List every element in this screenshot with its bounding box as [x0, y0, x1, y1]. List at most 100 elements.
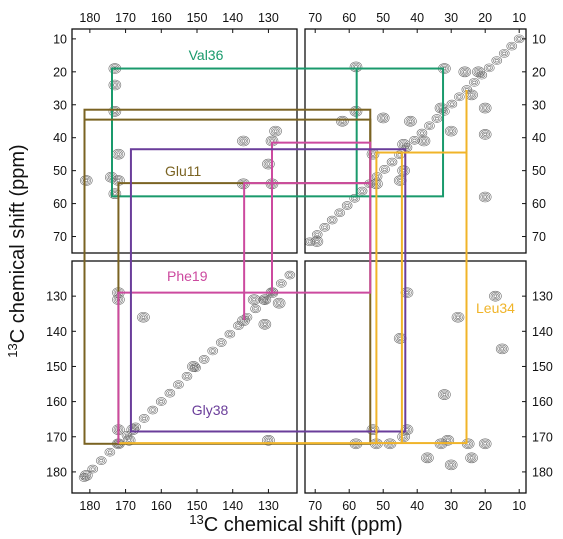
contour-ring: [498, 346, 506, 352]
contour-ring: [236, 324, 241, 328]
contour-ring: [275, 279, 287, 288]
y-tick-label-right: 170: [532, 430, 553, 444]
x-tick-label-top: 160: [151, 11, 172, 25]
contour-ring: [107, 450, 112, 454]
contour-ring: [191, 364, 200, 371]
contour-ring: [266, 438, 271, 442]
contour-ring: [240, 138, 247, 144]
contour-ring: [108, 79, 122, 91]
contour-ring: [441, 391, 448, 398]
contour-ring: [106, 449, 114, 456]
contour-ring: [322, 225, 327, 229]
contour-ring: [396, 177, 404, 184]
contour-ring: [388, 159, 396, 166]
val36-path: [111, 67, 445, 198]
contour-ring: [262, 298, 267, 302]
contour-ring: [265, 437, 272, 444]
contour-ring: [79, 470, 93, 481]
contour-ring: [89, 466, 97, 473]
contour-ring: [166, 390, 174, 397]
y-tick-label-right: 40: [532, 131, 546, 145]
contour-ring: [176, 383, 181, 387]
contour-ring: [138, 313, 149, 322]
contour-ring: [398, 432, 409, 441]
x-tick-label-top: 70: [308, 11, 322, 25]
contour-ring: [207, 346, 219, 356]
contour-ring: [454, 314, 462, 321]
y-tick-label-left: 140: [46, 325, 67, 339]
contour-ring: [461, 69, 469, 75]
contour-ring: [108, 188, 122, 200]
contour-ring: [449, 129, 454, 133]
contour-ring: [398, 140, 409, 149]
y-tick-label-right: 50: [532, 164, 546, 178]
contour-ring: [266, 162, 271, 166]
contour-ring: [491, 56, 503, 65]
panel-frames: [71, 28, 527, 494]
contour-ring: [470, 79, 478, 86]
contour-ring: [284, 270, 296, 280]
x-tick-label-bottom: 180: [79, 499, 100, 513]
contour-ring: [483, 63, 495, 73]
contour-ring: [478, 72, 486, 79]
contour-ring: [261, 296, 269, 303]
contour-ring: [270, 127, 281, 136]
x-tick-label-top: 50: [376, 11, 390, 25]
contour-ring: [125, 437, 133, 444]
x-tick-label-top: 60: [342, 11, 356, 25]
contour-ring: [379, 165, 390, 174]
contour-ring: [187, 361, 200, 372]
contour-ring: [345, 203, 350, 208]
y-tick-label-left: 150: [46, 360, 67, 374]
contour-ring: [483, 195, 488, 199]
contour-ring: [493, 57, 501, 64]
contour-ring: [417, 135, 431, 147]
contour-ring: [349, 194, 360, 203]
contour-ring: [352, 196, 357, 200]
y-tick-label-right: 130: [532, 290, 553, 304]
contour-ring: [330, 218, 335, 222]
contour-ring: [110, 107, 120, 116]
contour-ring: [404, 145, 409, 150]
contour-ring: [485, 64, 493, 71]
x-tick-label-bottom: 30: [444, 499, 458, 513]
contour-ring: [379, 115, 387, 121]
contour-ring: [371, 152, 375, 156]
phe19-label: Phe19: [167, 268, 208, 284]
contour-ring: [238, 136, 249, 146]
val36-label: Val36: [189, 47, 224, 63]
x-tick-label-bottom: 20: [478, 499, 492, 513]
contour-ring: [481, 131, 489, 138]
y-tick-label-left: 60: [53, 197, 67, 211]
contour-ring: [441, 434, 455, 446]
contour-ring: [438, 389, 451, 400]
contour-ring: [422, 139, 426, 143]
phe19-path: [117, 291, 272, 444]
contour-ring: [97, 457, 105, 464]
contour-ring: [424, 455, 431, 461]
contour-ring: [149, 407, 157, 414]
contour-ring: [252, 298, 256, 302]
contour-ring: [313, 238, 321, 245]
y-axis-label-superscript: 13: [5, 343, 20, 357]
contour-ring: [141, 315, 146, 319]
panel-frame-bottom-left: [71, 260, 298, 494]
contour-ring: [140, 314, 147, 321]
x-tick-label-top: 150: [187, 11, 208, 25]
contour-ring: [81, 471, 92, 480]
contour-ring: [401, 142, 406, 146]
x-axis-label-superscript: 13: [189, 512, 203, 527]
y-tick-label-left: 170: [46, 430, 67, 444]
y-tick-label-right: 30: [532, 98, 546, 112]
x-tick-label-bottom: 140: [222, 499, 243, 513]
contour-ring: [439, 390, 450, 399]
contour-ring: [286, 272, 294, 279]
contour-ring: [90, 467, 95, 471]
contour-ring: [260, 320, 270, 329]
contour-ring: [445, 438, 450, 442]
contour-ring: [412, 138, 417, 142]
contour-ring: [495, 343, 509, 355]
contour-ring: [487, 66, 492, 70]
contour-ring: [466, 453, 477, 462]
contour-ring: [444, 125, 458, 137]
